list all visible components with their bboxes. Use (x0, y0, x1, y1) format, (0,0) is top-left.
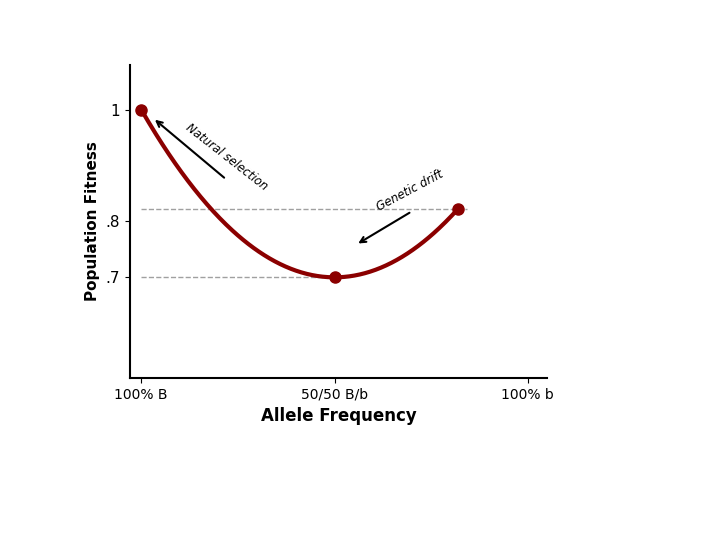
Text: Genetic drift: Genetic drift (374, 167, 446, 214)
Text: Example:: Example: (65, 432, 196, 458)
X-axis label: Allele Frequency: Allele Frequency (261, 407, 416, 426)
Text: Graphical analyses of allele: Graphical analyses of allele (212, 431, 595, 459)
Y-axis label: Population Fitness: Population Fitness (85, 141, 100, 301)
Text: Natural selection: Natural selection (183, 121, 270, 193)
Text: frequencies in a population: frequencies in a population (171, 500, 549, 528)
